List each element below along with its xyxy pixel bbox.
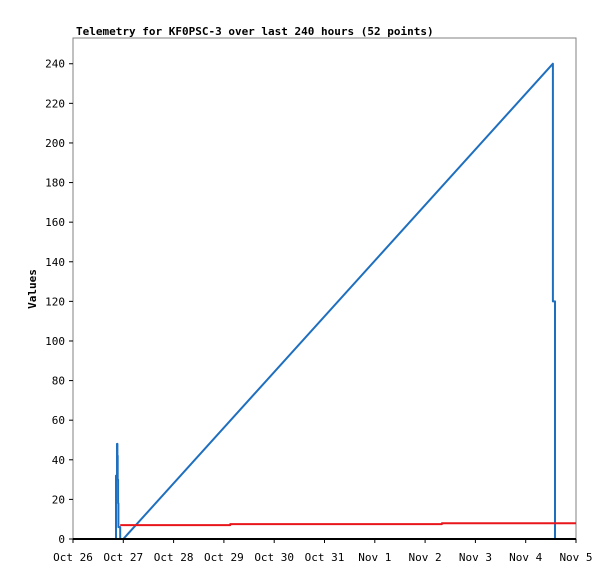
- x-tick-label: Nov 2: [409, 551, 442, 564]
- x-tick-label: Oct 31: [305, 551, 345, 564]
- x-axis-ticks: Oct 26 Oct 27 Oct 28 Oct 29 Oct 30 Oct 31 Nov …: [53, 539, 593, 564]
- y-tick-label: 40: [52, 454, 65, 467]
- series-layer: [115, 62, 576, 540]
- x-tick-label: Nov 3: [459, 551, 492, 564]
- y-tick-label: 180: [45, 177, 65, 190]
- series-line-2: [120, 522, 576, 527]
- y-tick-label: 220: [45, 97, 65, 110]
- x-tick-label: Oct 27: [103, 551, 143, 564]
- x-tick-label: Oct 26: [53, 551, 93, 564]
- x-tick-label: Nov 1: [358, 551, 391, 564]
- series-line-1: [115, 62, 576, 540]
- x-tick-label: Oct 30: [254, 551, 294, 564]
- y-tick-label: 20: [52, 493, 65, 506]
- x-tick-label: Oct 29: [204, 551, 244, 564]
- y-axis-ticks: 0 20 40 60 80 100 120 140 160 180 200 220 240: [45, 58, 73, 546]
- y-tick-label: 240: [45, 58, 65, 71]
- y-tick-label: 80: [52, 375, 65, 388]
- y-tick-label: 160: [45, 216, 65, 229]
- chart-title: Telemetry for KF0PSC-3 over last 240 hou…: [76, 25, 434, 38]
- y-tick-label: 100: [45, 335, 65, 348]
- plot-frame: [72, 37, 577, 540]
- y-tick-label: 200: [45, 137, 65, 150]
- y-axis-label: Values: [26, 269, 39, 309]
- y-tick-label: 120: [45, 295, 65, 308]
- x-tick-label: Nov 4: [509, 551, 542, 564]
- x-tick-label: Nov 5: [559, 551, 592, 564]
- x-tick-label: Oct 28: [154, 551, 194, 564]
- y-tick-label: 140: [45, 256, 65, 269]
- y-tick-label: 60: [52, 414, 65, 427]
- y-tick-label: 0: [58, 533, 65, 546]
